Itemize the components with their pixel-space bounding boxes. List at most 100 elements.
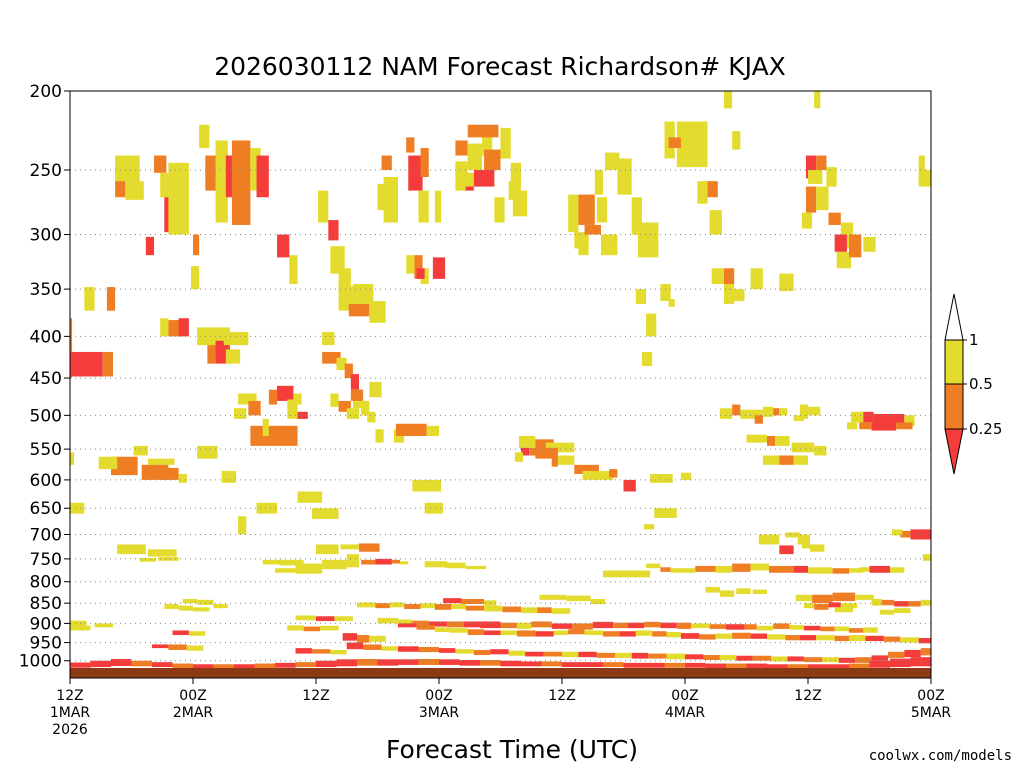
richardson-cell [732, 404, 741, 416]
richardson-cell [715, 633, 733, 639]
richardson-cell [793, 455, 808, 465]
richardson-cell [568, 194, 579, 233]
richardson-cell [904, 649, 921, 658]
richardson-cell [340, 544, 360, 550]
richardson-cell [840, 222, 854, 235]
richardson-cell [771, 656, 788, 662]
richardson-cell [500, 630, 517, 636]
richardson-cell [865, 635, 884, 642]
richardson-cell [459, 660, 480, 666]
y-tick-label: 350 [30, 280, 62, 300]
richardson-cell [680, 124, 696, 150]
richardson-cell [873, 413, 905, 424]
richardson-cell [398, 619, 413, 626]
richardson-cell [514, 452, 524, 462]
richardson-cell [779, 273, 794, 292]
richardson-cell [726, 91, 733, 109]
richardson-cell [668, 299, 675, 307]
richardson-cell [484, 605, 503, 612]
richardson-cell [330, 393, 339, 407]
richardson-cell [316, 544, 339, 555]
richardson-cell [644, 662, 665, 668]
richardson-cell [494, 197, 505, 223]
x-tick-label: 00Z [671, 688, 698, 704]
richardson-cell [871, 422, 897, 431]
legend-label: 1 [969, 331, 979, 349]
richardson-cell [352, 284, 374, 309]
richardson-cell [375, 429, 384, 443]
richardson-cell [342, 633, 357, 641]
richardson-cell [767, 435, 776, 446]
richardson-cell [828, 212, 841, 225]
richardson-cell [820, 626, 835, 632]
richardson-cell [779, 455, 794, 465]
richardson-cell [94, 623, 114, 628]
richardson-cell [359, 543, 380, 552]
richardson-cell [346, 642, 364, 650]
richardson-cell [562, 651, 579, 658]
richardson-cell [256, 502, 278, 514]
richardson-cell [484, 149, 501, 170]
richardson-cell [334, 616, 353, 622]
richardson-cell [311, 508, 339, 519]
richardson-cell [193, 234, 200, 256]
richardson-cell [268, 389, 278, 405]
richardson-cell [810, 544, 825, 552]
richardson-cell [408, 155, 423, 191]
richardson-cell [797, 534, 811, 545]
richardson-cell [279, 559, 304, 566]
richardson-cell [375, 558, 392, 565]
richardson-cell [756, 625, 774, 631]
richardson-cell [178, 318, 189, 337]
richardson-cell [90, 660, 111, 668]
richardson-cell [473, 169, 495, 187]
richardson-cell [391, 559, 401, 564]
richardson-cell [791, 442, 815, 453]
richardson-cell [275, 662, 296, 668]
richardson-cell [600, 234, 618, 256]
y-tick-label: 300 [30, 226, 62, 246]
richardson-cell [840, 603, 858, 609]
richardson-cell [539, 594, 567, 600]
richardson-cell [70, 620, 87, 627]
richardson-cell [869, 565, 890, 573]
richardson-cell [500, 127, 511, 159]
richardson-cell [660, 284, 671, 302]
richardson-cell [461, 599, 485, 605]
richardson-cell [465, 565, 487, 570]
richardson-cell [213, 604, 228, 609]
y-tick-label: 1000 [19, 652, 62, 672]
richardson-cell [518, 435, 536, 448]
richardson-cell [615, 652, 632, 658]
richardson-cell [215, 140, 228, 223]
richardson-cell [277, 385, 294, 401]
richardson-cell [311, 649, 331, 654]
richardson-cell [773, 408, 780, 416]
richardson-cell [502, 606, 521, 613]
richardson-cell [521, 447, 530, 456]
richardson-cell [908, 601, 921, 607]
richardson-cell [779, 545, 794, 555]
x-tick-label: 5MAR [911, 705, 952, 721]
richardson-cell [521, 607, 538, 614]
richardson-cell [834, 234, 847, 252]
richardson-cell [568, 629, 585, 635]
richardson-cell [578, 194, 595, 225]
richardson-cell [346, 408, 360, 419]
richardson-cell [652, 631, 667, 637]
richardson-cell [648, 653, 667, 659]
richardson-cell [424, 502, 444, 514]
richardson-cell [297, 411, 308, 419]
richardson-cell [779, 408, 788, 416]
richardson-cell [849, 234, 862, 258]
richardson-cell [767, 634, 786, 640]
richardson-cell [463, 621, 480, 628]
richardson-cell [147, 549, 177, 557]
y-tick-label: 900 [30, 614, 62, 634]
richardson-cell [400, 561, 409, 565]
richardson-cell [508, 650, 526, 656]
richardson-cell [803, 625, 821, 631]
richardson-cell [367, 411, 376, 423]
x-tick-label: 12Z [794, 688, 821, 704]
richardson-cell [910, 657, 931, 667]
